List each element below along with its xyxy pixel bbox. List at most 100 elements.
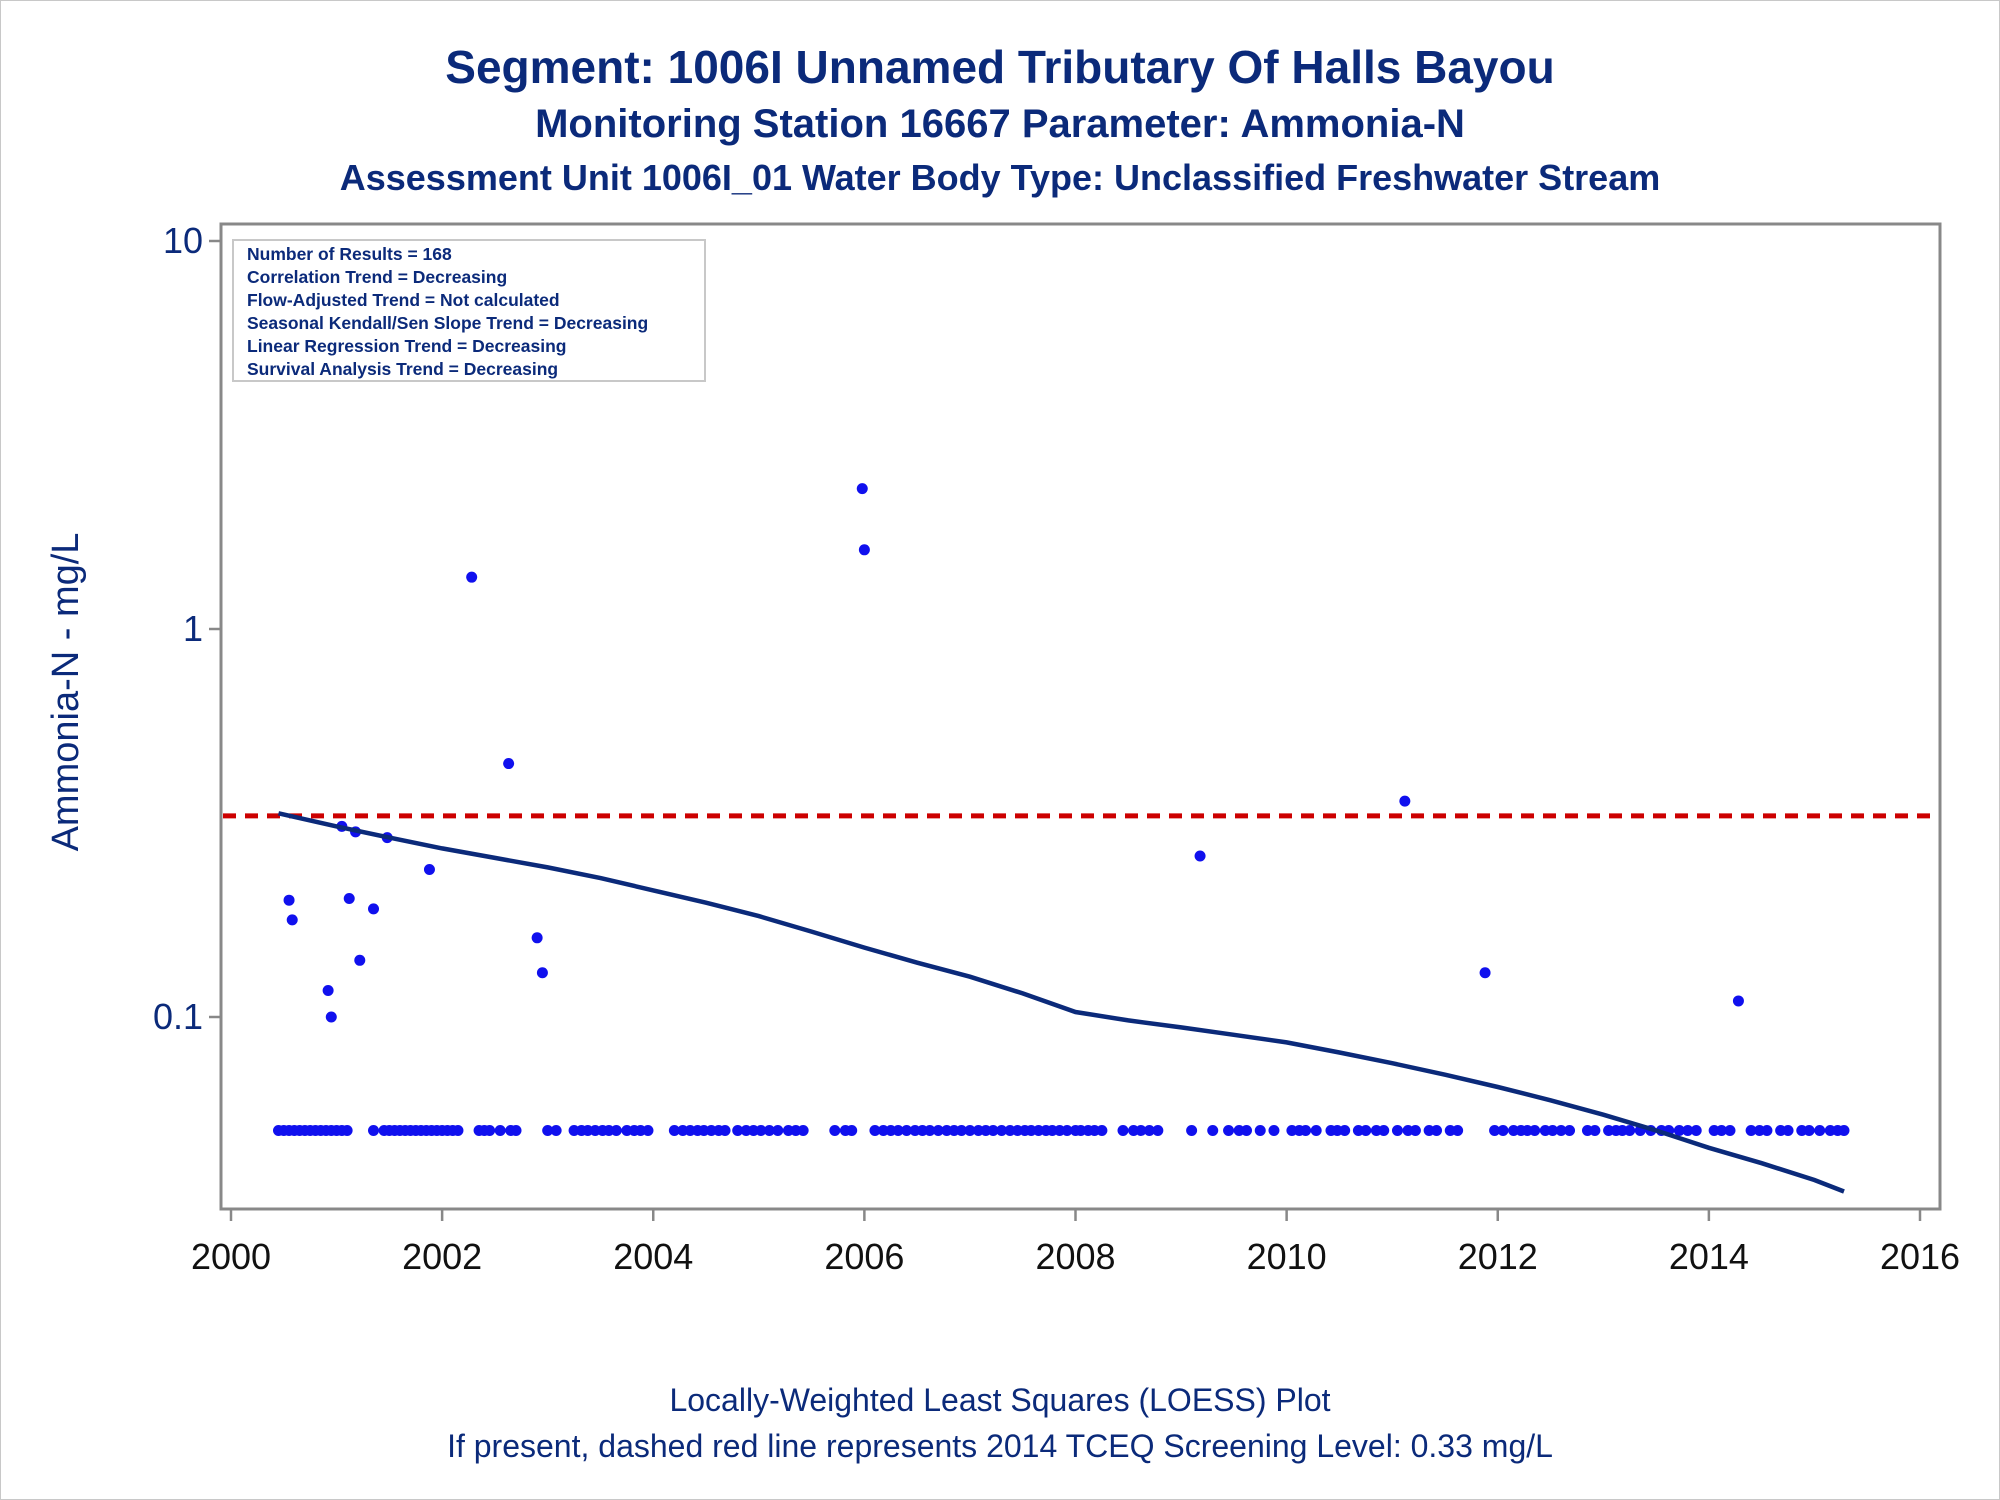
data-point — [1194, 850, 1206, 862]
x-tick-label: 2002 — [402, 1236, 482, 1277]
nondetect-point — [610, 1124, 622, 1136]
data-point — [283, 894, 295, 906]
nondetect-point — [494, 1124, 506, 1136]
nondetect-point — [1814, 1124, 1826, 1136]
y-tick-label: 0.1 — [153, 996, 203, 1037]
data-point — [466, 571, 478, 583]
data-point — [368, 903, 380, 915]
trend-legend-line: Number of Results = 168 — [247, 244, 452, 264]
plot-area — [219, 222, 1942, 1211]
nondetect-point — [996, 1124, 1008, 1136]
trend-legend-box: Number of Results = 168 Correlation Tren… — [232, 239, 706, 382]
x-tick-label: 2016 — [1880, 1236, 1960, 1277]
data-point — [322, 985, 334, 997]
nondetect-point — [1061, 1124, 1073, 1136]
data-point — [503, 758, 515, 770]
chart-title: Segment: 1006I Unnamed Tributary Of Hall… — [445, 41, 1555, 93]
nondetect-point — [1300, 1124, 1312, 1136]
nondetect-point — [732, 1124, 744, 1136]
nondetect-point — [1241, 1124, 1253, 1136]
nondetect-point — [1431, 1124, 1443, 1136]
nondetect-point — [1624, 1124, 1636, 1136]
nondetect-point — [1529, 1124, 1541, 1136]
y-tick-label: 1 — [183, 608, 203, 649]
data-point — [1479, 967, 1491, 979]
nondetect-point — [1223, 1124, 1235, 1136]
loess-line — [278, 811, 1845, 1194]
nondetect-point — [510, 1124, 522, 1136]
y-axis-label: Ammonia-N - mg/L — [45, 533, 87, 852]
nondetect-point — [1716, 1124, 1728, 1136]
trend-legend-line: Survival Analysis Trend = Decreasing — [247, 359, 558, 379]
nondetect-point — [484, 1124, 496, 1136]
nondetect-point — [892, 1124, 904, 1136]
nondetect-point — [846, 1124, 858, 1136]
x-tick-label: 2006 — [824, 1236, 904, 1277]
data-point — [286, 914, 298, 926]
nondetect-point — [955, 1124, 967, 1136]
nondetect-point — [932, 1124, 944, 1136]
nondetect-point — [1682, 1124, 1694, 1136]
nondetect-point — [763, 1124, 775, 1136]
nondetect-point — [964, 1124, 976, 1136]
nondetect-point — [1152, 1124, 1164, 1136]
data-point — [536, 967, 548, 979]
trend-legend-line: Linear Regression Trend = Decreasing — [247, 336, 567, 356]
nondetect-point — [772, 1124, 784, 1136]
x-tick-label: 2008 — [1035, 1236, 1115, 1277]
nondetect-point — [987, 1124, 999, 1136]
x-tick-label: 2004 — [613, 1236, 693, 1277]
footnote-screening-level: If present, dashed red line represents 2… — [447, 1428, 1553, 1464]
nondetect-point — [1803, 1124, 1815, 1136]
nondetect-point — [924, 1124, 936, 1136]
nondetect-point — [550, 1124, 562, 1136]
data-point — [1732, 995, 1744, 1007]
nondetect-point — [1360, 1124, 1372, 1136]
data-point — [531, 932, 543, 944]
nondetect-point — [1547, 1124, 1559, 1136]
nondetect-point — [1117, 1124, 1129, 1136]
nondetect-point — [1724, 1124, 1736, 1136]
trend-legend-frame — [232, 239, 706, 382]
data-point — [1399, 795, 1411, 807]
nondetect-point — [1268, 1124, 1280, 1136]
nondetect-point — [1838, 1124, 1850, 1136]
nondetect-point — [797, 1124, 809, 1136]
nondetect-point — [901, 1124, 913, 1136]
data-point — [856, 483, 868, 495]
nondetect-point — [1339, 1124, 1351, 1136]
nondetect-point — [1391, 1124, 1403, 1136]
nondetect-point — [1409, 1124, 1421, 1136]
nondetect-point — [1096, 1124, 1108, 1136]
nondetect-point — [1673, 1124, 1685, 1136]
nondetect-point — [1452, 1124, 1464, 1136]
nondetect-point — [1143, 1124, 1155, 1136]
trend-legend-line: Correlation Trend = Decreasing — [247, 267, 507, 287]
nondetect-point — [1378, 1124, 1390, 1136]
data-point — [858, 544, 870, 556]
nondetect-point — [755, 1124, 767, 1136]
nondetect-point — [1564, 1124, 1576, 1136]
chart-subtitle-station: Monitoring Station 16667 Parameter: Ammo… — [535, 102, 1465, 146]
nondetect-point — [542, 1124, 554, 1136]
nondetect-point — [1497, 1124, 1509, 1136]
nondetect-point — [341, 1124, 353, 1136]
data-point — [423, 863, 435, 875]
chart-subtitle-assessment-unit: Assessment Unit 1006I_01 Water Body Type… — [339, 157, 1661, 198]
nondetect-point — [642, 1124, 654, 1136]
nondetect-point — [368, 1124, 380, 1136]
x-tick-label: 2012 — [1458, 1236, 1538, 1277]
data-point — [325, 1011, 337, 1023]
nondetect-point — [1745, 1124, 1757, 1136]
nondetect-point — [668, 1124, 680, 1136]
nondetect-point — [1135, 1124, 1147, 1136]
trend-legend-line: Seasonal Kendall/Sen Slope Trend = Decre… — [247, 313, 648, 333]
nondetect-point — [1207, 1124, 1219, 1136]
trend-legend-line: Flow-Adjusted Trend = Not calculated — [247, 290, 560, 310]
nondetect-point — [452, 1124, 464, 1136]
data-point — [354, 954, 366, 966]
nondetect-point — [1489, 1124, 1501, 1136]
nondetect-point — [1186, 1124, 1198, 1136]
axis-ticks: 2000 2002 2004 2006 2008 2010 2012 2014 2016 10 1 0… — [153, 220, 1960, 1277]
